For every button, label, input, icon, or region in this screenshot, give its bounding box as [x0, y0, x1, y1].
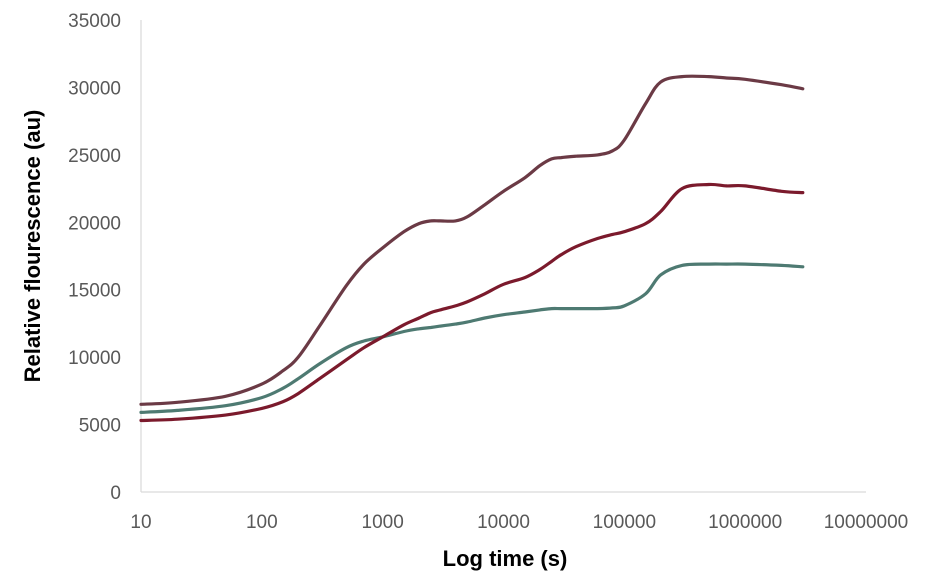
x-tick-label: 100000 [593, 512, 656, 533]
y-tick-labels: 0 5000 10000 15000 20000 25000 30000 35000 [68, 11, 121, 504]
x-axis-title: Log time (s) [443, 546, 568, 571]
y-tick-label: 0 [110, 483, 121, 504]
y-tick-label: 20000 [68, 213, 121, 234]
series-line-1 [139, 74, 805, 406]
y-tick-label: 5000 [79, 416, 121, 437]
y-tick-label: 35000 [68, 11, 121, 32]
plot-area [139, 74, 805, 423]
series-line-2 [139, 182, 805, 423]
axes [140, 20, 866, 493]
y-tick-label: 30000 [68, 78, 121, 99]
y-tick-label: 10000 [68, 348, 121, 369]
series-line-3 [139, 262, 805, 414]
y-axis-title: Relative flourescence (au) [20, 110, 45, 383]
x-tick-label: 10000000 [824, 512, 909, 533]
y-tick-label: 15000 [68, 281, 121, 302]
x-tick-label: 10 [130, 512, 151, 533]
x-tick-label: 10000 [477, 512, 530, 533]
x-tick-label: 100 [246, 512, 278, 533]
x-tick-labels: 10 100 1000 10000 100000 1000000 10000000 [130, 512, 908, 533]
y-tick-label: 25000 [68, 146, 121, 167]
x-tick-label: 1000000 [708, 512, 782, 533]
x-tick-label: 1000 [362, 512, 404, 533]
